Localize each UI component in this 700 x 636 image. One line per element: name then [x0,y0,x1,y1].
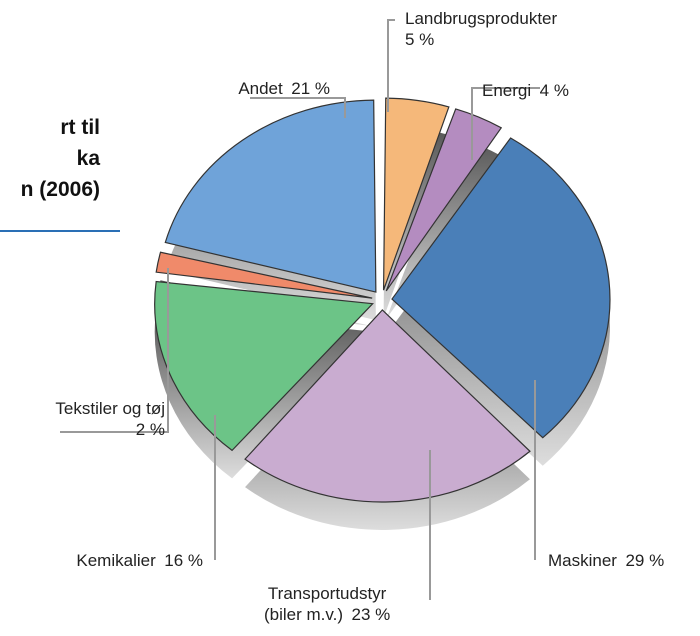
value-label: 2 % [135,420,165,439]
category-name: Andet [238,79,283,98]
slice-label: Kemikalier 16 % [76,550,203,571]
slice-label: Transportudstyr (biler m.v.) 23 % [264,583,390,625]
slice-label: Tekstiler og tøj 2 % [55,398,165,440]
chart-title: rt til ka n (2006) [20,116,100,201]
category-name: Transportudstyr (biler m.v.) [264,584,387,624]
leader [250,97,346,118]
slice-label: Energi 4 % [482,80,569,101]
category-name: Landbrugsprodukter [405,9,558,28]
value-label: 23 % [351,605,391,624]
slice [164,99,377,293]
slice-label: Maskiner 29 % [548,550,664,571]
slice-label: Landbrugsprodukter 5 % [405,8,557,50]
category-name: Maskiner [548,551,617,570]
value-label: 21 % [291,79,330,98]
slice [382,97,450,291]
value-label: 29 % [625,551,665,570]
leader [60,268,169,433]
slice [391,137,611,439]
category-name: Tekstiler og tøj [55,399,165,418]
leader [471,87,540,160]
slice [244,309,531,503]
category-name: Energi [482,81,532,100]
slice-label: Andet 21 % [238,78,330,99]
leader [387,19,395,112]
slice [155,251,373,299]
value-label: 16 % [164,551,203,570]
value-label: 4 % [539,81,569,100]
slice [154,280,374,452]
category-name: Kemikalier [76,551,156,570]
value-label: 5 % [405,30,435,49]
title-rule [0,230,120,232]
